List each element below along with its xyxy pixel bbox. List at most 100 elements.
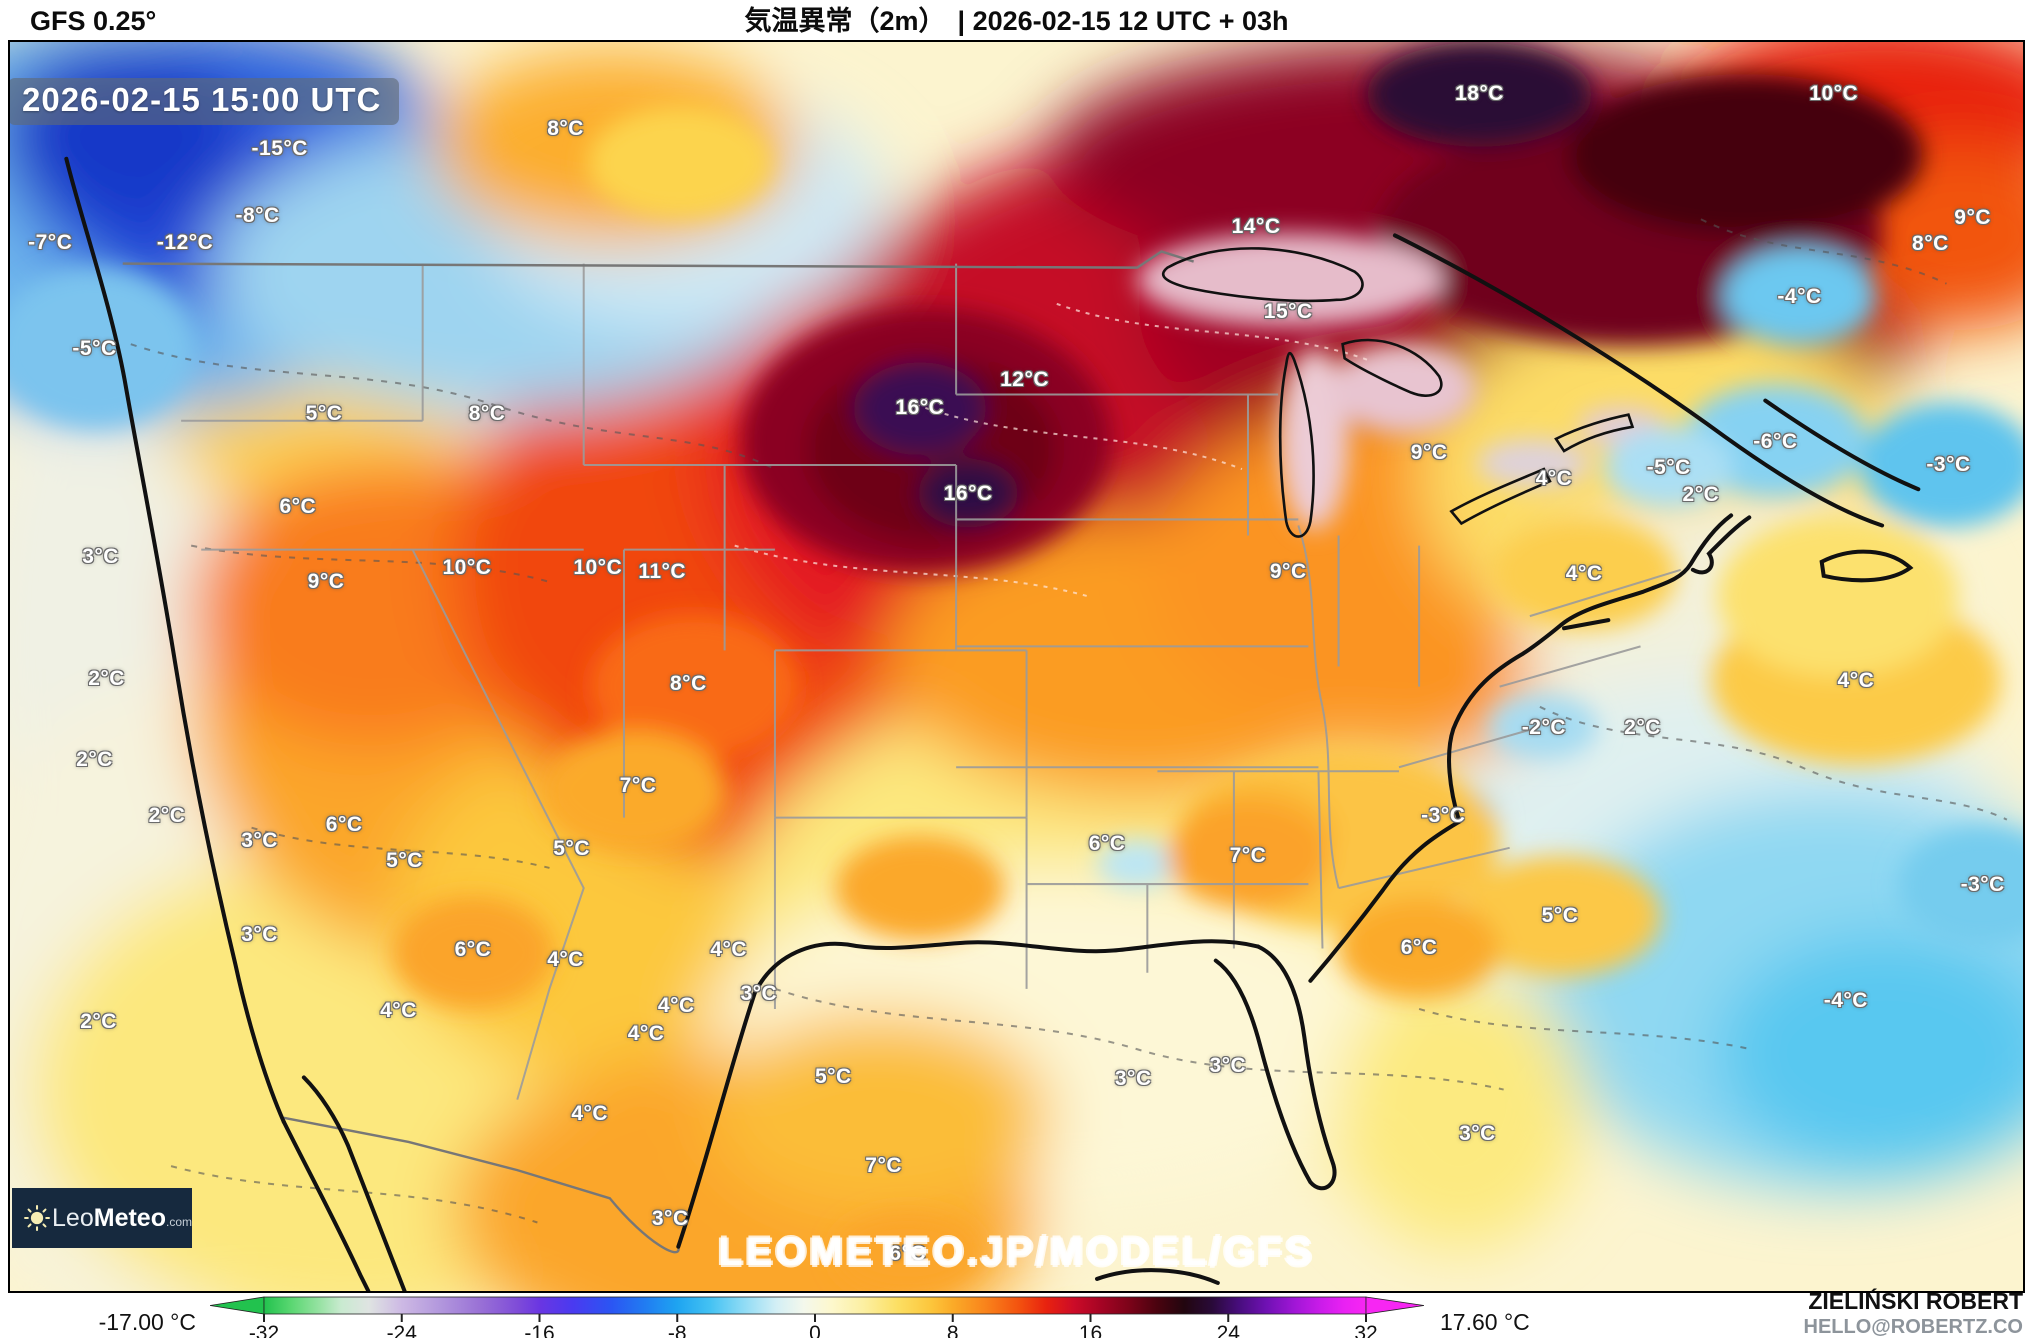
temp-label: -4°C [1777,284,1822,308]
temp-label: 3°C [1459,1121,1496,1145]
temp-label: 3°C [651,1206,689,1230]
temp-label: 12°C [1000,368,1050,392]
author-credit: ZIELIŃSKI ROBERT [1808,1288,2023,1314]
colorbar-tick-label: -16 [524,1322,554,1338]
country-borders [122,250,1195,1254]
temp-label: 10°C [442,555,492,579]
temp-label: 16°C [943,482,993,506]
temp-label: 6°C [279,494,317,518]
great-lakes-outline [1161,247,1635,538]
temp-label: 9°C [1954,206,1992,230]
temp-label: 10°C [1809,82,1859,106]
temp-label: 4°C [627,1021,665,1045]
contact-credit: HELLO@ROBERTZ.CO [1803,1316,2024,1338]
temp-label: 3°C [241,829,278,853]
temp-label: 8°C [1912,232,1949,256]
map-canvas: -15°C 8°C 18°C 10°C -8°C -12°C -7°C 14°C 15°C 9°C… [8,40,2025,1293]
temp-label: 8°C [670,671,707,695]
colorbar-min-value: -17.00 °C [98,1309,196,1335]
colorbar: -32 -24 -16 -8 0 8 16 24 32 [210,1296,1424,1338]
temp-label: 3°C [740,981,778,1005]
temp-label: -2°C [1521,715,1567,739]
temp-label: 6°C [889,1241,927,1265]
temp-label: 4°C [571,1101,609,1125]
temp-label: 7°C [1229,844,1267,868]
temp-label: 2°C [76,748,113,772]
temp-label: 6°C [1400,935,1438,959]
temp-label: 2°C [1682,483,1720,507]
temp-label: -5°C [72,337,117,361]
temp-label: 6°C [325,813,363,837]
temp-label: 7°C [865,1154,903,1178]
colorbar-right-arrow [1365,1296,1424,1315]
leometeo-logo: LeoMeteo.com [12,1188,192,1248]
temp-label: 5°C [305,402,343,426]
temp-label: 8°C [547,117,584,141]
temp-label: 5°C [553,836,590,860]
temp-label: 2°C [148,804,186,828]
temp-label: 5°C [386,849,423,873]
colorbar-tick-label: 8 [947,1322,959,1338]
colorbar-ticks: -32 -24 -16 -8 0 8 16 24 32 [249,1314,1378,1338]
sun-icon [24,1205,50,1231]
temp-label: 16°C [895,395,945,419]
colorbar-tick-label: 0 [809,1322,821,1338]
colorbar-max-value: 17.60 °C [1440,1309,1530,1335]
colorbar-tick-label: 24 [1217,1322,1241,1338]
temp-label: 4°C [710,938,748,962]
coastlines [64,156,1921,1291]
temp-label: 5°C [814,1065,852,1089]
colorbar-tick-label: -24 [387,1322,418,1338]
valid-time-badge: 2026-02-15 15:00 UTC [10,78,400,125]
colorbar-tick-label: -32 [249,1322,279,1338]
contour-lines [130,218,2008,1224]
temp-label: 9°C [1269,559,1307,583]
temp-label: 9°C [1410,440,1448,464]
colorbar-tick-label: 32 [1354,1322,1377,1338]
temp-label: 3°C [241,923,278,947]
title-japanese: 気温異常（2m） [744,6,946,36]
temp-label: 4°C [657,994,695,1018]
temp-label: 4°C [547,948,584,971]
temp-label: 2°C [80,1010,117,1034]
temp-label: -6°C [1753,429,1798,453]
temp-label: -3°C [1926,453,1971,477]
temp-label: -8°C [235,203,280,227]
page-title: 気温異常（2m） | 2026-02-15 12 UTC + 03h [0,0,2033,42]
temp-label: -4°C [1823,989,1868,1013]
temp-label: 6°C [1088,831,1126,855]
temp-label: 7°C [619,774,657,798]
logo-text: LeoMeteo.com [52,1203,192,1232]
temp-label: 18°C [1455,82,1504,106]
model-label: GFS 0.25° [30,6,157,36]
temp-label: -15°C [251,137,308,161]
temp-label: 6°C [454,938,492,962]
temp-label: 9°C [307,569,345,593]
temp-label: 3°C [1114,1066,1152,1090]
temp-label: 3°C [1209,1054,1247,1078]
temp-label: 3°C [82,544,119,568]
temp-label: 4°C [1565,562,1603,586]
colorbar-left-arrow [210,1296,265,1315]
title-run-datetime: | 2026-02-15 12 UTC + 03h [957,6,1289,36]
temp-label: -3°C [1421,804,1466,828]
colorbar-tick-label: 16 [1079,1322,1102,1338]
temp-label: 2°C [1624,715,1661,739]
temp-label: -7°C [28,231,73,255]
temp-label: -3°C [1960,873,2005,897]
temp-label: 2°C [88,666,125,690]
temp-label: 15°C [1263,299,1313,323]
temp-label: 8°C [468,402,506,426]
temp-label: -5°C [1646,455,1691,479]
state-borders [181,263,1682,1100]
temp-label: 5°C [1541,904,1579,928]
temp-label: 4°C [1535,467,1573,491]
colorbar-tick-label: -8 [668,1322,687,1338]
temp-label: 4°C [380,999,417,1023]
temperature-anomaly-field [10,42,2023,1291]
watermark: LEOMETEO.JP/MODEL/GFS [718,1230,1315,1274]
temp-label: 4°C [1837,669,1875,693]
temp-label: 14°C [1231,214,1281,238]
temp-label: -12°C [156,231,214,255]
